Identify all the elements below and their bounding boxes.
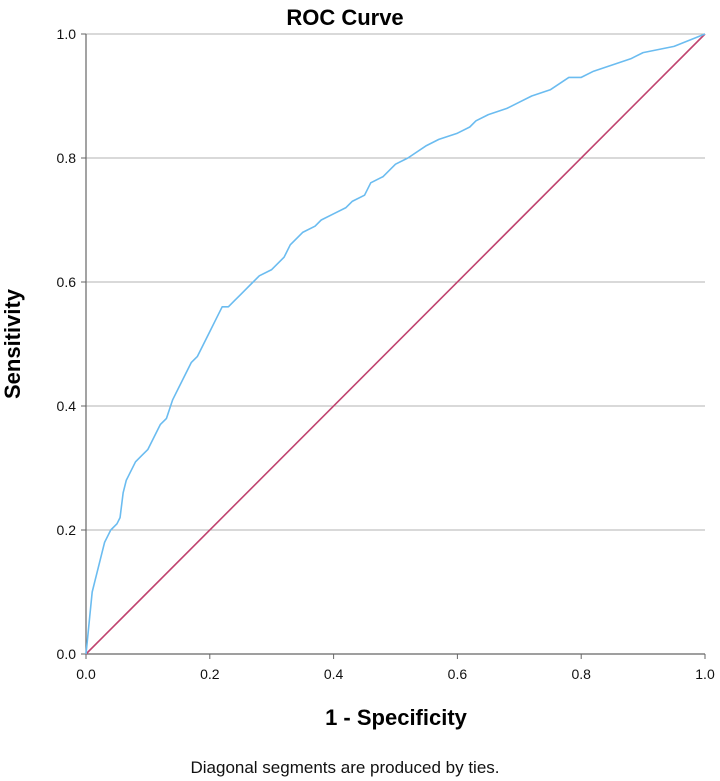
chart-footnote: Diagonal segments are produced by ties. <box>190 758 499 777</box>
x-tick-labels: 0.0 0.2 0.4 0.6 0.8 1.0 <box>76 666 715 682</box>
x-axis-label: 1 - Specificity <box>325 705 468 730</box>
x-tick-label-3: 0.6 <box>448 666 468 682</box>
y-axis-label: Sensitivity <box>0 288 25 399</box>
y-tick-label-3: 0.6 <box>57 274 77 290</box>
y-tick-label-2: 0.4 <box>57 398 77 414</box>
axes <box>81 33 706 659</box>
y-tick-label-4: 0.8 <box>57 150 77 166</box>
x-tick-label-1: 0.2 <box>200 666 220 682</box>
y-tick-label-5: 1.0 <box>57 26 77 42</box>
x-tick-label-2: 0.4 <box>324 666 344 682</box>
gridlines <box>86 33 705 531</box>
y-tick-label-1: 0.2 <box>57 522 77 538</box>
chart-title: ROC Curve <box>286 5 403 30</box>
x-tick-label-5: 1.0 <box>695 666 715 682</box>
x-tick-label-0: 0.0 <box>76 666 96 682</box>
y-tick-labels: 0.0 0.2 0.4 0.6 0.8 1.0 <box>57 26 77 662</box>
x-tick-label-4: 0.8 <box>571 666 591 682</box>
roc-curve-line <box>85 33 706 655</box>
reference-diagonal-line <box>85 33 706 655</box>
y-tick-label-0: 0.0 <box>57 646 77 662</box>
series-lines <box>85 33 706 655</box>
